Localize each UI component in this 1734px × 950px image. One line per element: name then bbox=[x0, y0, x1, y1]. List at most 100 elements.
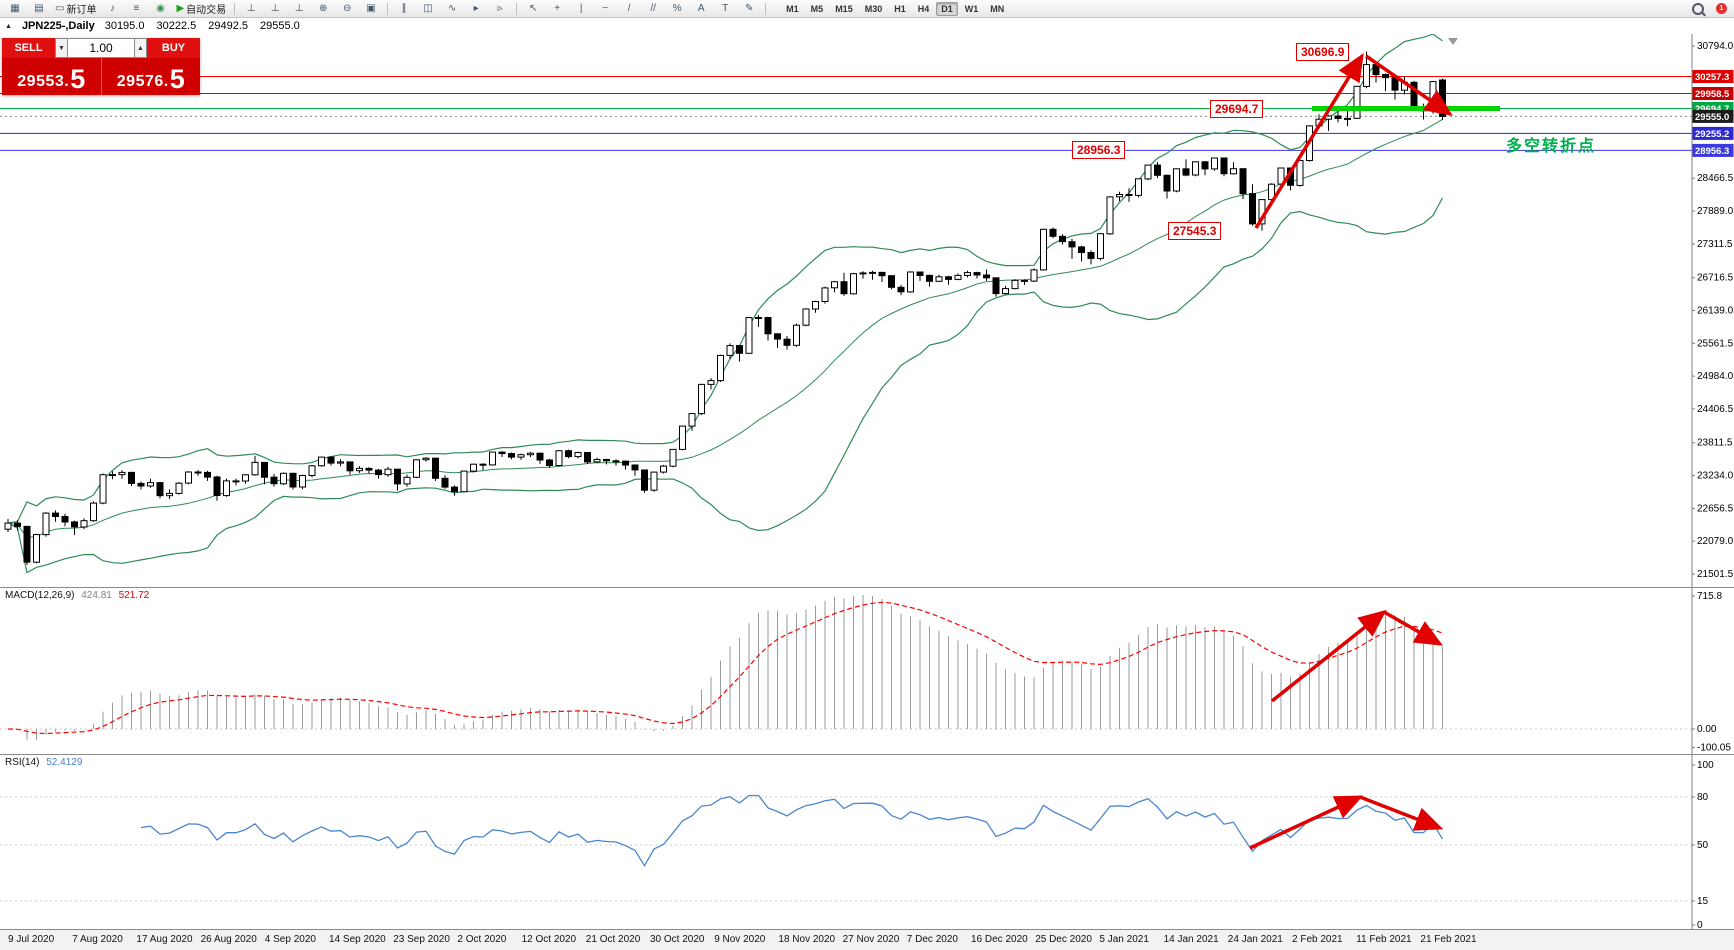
time-axis-label: 23 Sep 2020 bbox=[393, 934, 450, 945]
time-axis-label: 9 Jul 2020 bbox=[8, 934, 55, 945]
trend-arrow[interactable] bbox=[1254, 53, 1364, 229]
volume-input[interactable] bbox=[68, 38, 134, 58]
fibonacci-tool-button[interactable]: % bbox=[666, 0, 688, 17]
time-axis-label: 2 Feb 2021 bbox=[1292, 934, 1343, 945]
macd-canvas[interactable]: 715.8 0.00 -100.05 bbox=[0, 588, 1734, 754]
timeframe-d1-button[interactable]: D1 bbox=[936, 1, 958, 16]
market-watch-icon: ≡ bbox=[133, 2, 140, 14]
candlestick-mode-button[interactable]: ◫ bbox=[417, 0, 439, 17]
toolbar-items: ▦ ▤ ▭ 新订单 ♪ ≡ ◉ ▶ 自动交易 ⊥ ⊥ ⊥ ⊕ ⊖ ▣ ∥ ◫ ∿ ▸ ▹ ↖ + | − ///% A T ✎ bbox=[3, 0, 770, 17]
rsi-panel[interactable]: RSI(14) 52.4129 100 80 50 15 0 bbox=[0, 754, 1734, 929]
auto-scroll-button[interactable]: ▸ bbox=[465, 0, 487, 17]
timeframe-h1-button[interactable]: H1 bbox=[894, 3, 906, 14]
tile-windows-button[interactable]: ▣ bbox=[360, 0, 382, 17]
time-axis-label: 21 Feb 2021 bbox=[1420, 934, 1477, 945]
news-icon: ◉ bbox=[156, 2, 165, 14]
zoom-out-button[interactable]: ⊖ bbox=[336, 0, 358, 17]
price-annotation-box[interactable]: 30696.9 bbox=[1296, 43, 1350, 61]
macd-trend-arrow[interactable] bbox=[1383, 610, 1444, 646]
text-tool-button[interactable]: A bbox=[690, 0, 712, 17]
rsi-trend-arrow[interactable] bbox=[1359, 795, 1444, 831]
autotrading-button[interactable]: ▶ 自动交易 bbox=[173, 0, 229, 17]
vertical-line-tool-button[interactable]: | bbox=[570, 0, 592, 17]
buy-button[interactable]: BUY bbox=[147, 38, 200, 58]
timeframe-bar: M1 M5 M15 M30 H1 H4 D1 W1 MN bbox=[780, 1, 1010, 16]
timeframe-m30-button[interactable]: M30 bbox=[864, 3, 883, 14]
macd-trend-arrow[interactable] bbox=[1270, 609, 1387, 703]
time-axis[interactable]: 9 Jul 2020 7 Aug 2020 17 Aug 2020 26 Aug 20… bbox=[0, 929, 1734, 950]
cursor-tool-icon: ↖ bbox=[528, 2, 538, 14]
candles-layer[interactable] bbox=[4, 51, 1446, 566]
arrows-tool-button[interactable]: ✎ bbox=[738, 0, 760, 17]
new-order-button[interactable]: ▭ 新订单 bbox=[52, 0, 99, 17]
price-annotation-box[interactable]: 28956.3 bbox=[1072, 141, 1126, 159]
price-annotation-box[interactable]: 27545.3 bbox=[1168, 222, 1222, 240]
search-button[interactable] bbox=[1687, 0, 1709, 17]
timeframe-w1-button[interactable]: W1 bbox=[964, 3, 979, 14]
time-axis-label: 16 Dec 2020 bbox=[971, 934, 1028, 945]
zoom-in-button[interactable]: ⊕ bbox=[312, 0, 334, 17]
crosshair-tool-button[interactable]: + bbox=[546, 0, 568, 17]
bid-price[interactable]: 29553. 5 bbox=[2, 58, 102, 95]
market-watch-button[interactable]: ≡ bbox=[125, 0, 147, 17]
timeframe-m5-button[interactable]: M5 bbox=[810, 3, 824, 14]
profiles-button[interactable]: ▤ bbox=[28, 0, 50, 17]
price-axis-label: 23811.5 bbox=[1697, 438, 1733, 449]
bid-price-big-digit: 5 bbox=[70, 64, 86, 95]
indicator-list-icon: ⊥ bbox=[246, 2, 256, 14]
collapse-triangle-icon[interactable]: ▲ bbox=[5, 22, 12, 30]
macd-axis-label: 0.00 bbox=[1697, 724, 1717, 735]
volume-up-spinner[interactable]: ▲ bbox=[134, 38, 147, 58]
profiles-icon: ▤ bbox=[34, 2, 44, 14]
rsi-trend-arrow[interactable] bbox=[1249, 795, 1364, 850]
toolbar-separator bbox=[234, 2, 236, 15]
timeframe-m1-button[interactable]: M1 bbox=[786, 3, 799, 14]
sell-button[interactable]: SELL bbox=[2, 38, 55, 58]
timeframe-mn-button[interactable]: MN bbox=[990, 3, 1005, 14]
chart-shift-marker[interactable] bbox=[1448, 38, 1458, 45]
notifications-badge[interactable]: 1 bbox=[1716, 3, 1727, 14]
price-axis-label: 26139.0 bbox=[1697, 306, 1734, 317]
sound-alerts-button[interactable]: ♪ bbox=[101, 0, 123, 17]
macd-axis-label: 715.8 bbox=[1697, 591, 1722, 602]
trend-arrow[interactable] bbox=[1365, 54, 1453, 116]
horizontal-line-tool-button[interactable]: − bbox=[594, 0, 616, 17]
ask-price[interactable]: 29576. 5 bbox=[102, 58, 201, 95]
timeframe-m15-button[interactable]: M15 bbox=[835, 3, 853, 14]
one-click-trade-panel: SELL ▼ ▲ BUY 29553. 5 29576. 5 bbox=[2, 38, 200, 95]
bar-chart-mode-icon: ∥ bbox=[401, 2, 407, 14]
main-chart-panel[interactable]: 30794.0 28466.5 27889.0 27311.5 26716.5 26139… bbox=[0, 34, 1734, 587]
line-chart-mode-button[interactable]: ∿ bbox=[441, 0, 463, 17]
zoom-in-icon: ⊕ bbox=[318, 2, 328, 14]
time-axis-label: 24 Jan 2021 bbox=[1227, 934, 1283, 945]
volume-down-spinner[interactable]: ▼ bbox=[55, 38, 68, 58]
main-chart-canvas[interactable]: 30794.0 28466.5 27889.0 27311.5 26716.5 26139… bbox=[0, 34, 1734, 587]
time-axis-label: 9 Nov 2020 bbox=[714, 934, 766, 945]
time-axis-label: 14 Jan 2021 bbox=[1163, 934, 1219, 945]
rsi-canvas[interactable]: 100 80 50 15 0 bbox=[0, 755, 1734, 929]
period-zoom-button[interactable]: ⊥ bbox=[288, 0, 310, 17]
bar-chart-mode-button[interactable]: ∥ bbox=[393, 0, 415, 17]
timeframe-h4-button[interactable]: H4 bbox=[917, 3, 930, 14]
charts-grid-button[interactable]: ▦ bbox=[4, 0, 26, 17]
chart-shift-button[interactable]: ▹ bbox=[489, 0, 511, 17]
channel-tool-button[interactable]: // bbox=[642, 0, 664, 17]
time-axis-label: 4 Sep 2020 bbox=[264, 934, 316, 945]
news-button[interactable]: ◉ bbox=[149, 0, 171, 17]
label-tool-button[interactable]: T bbox=[714, 0, 736, 17]
ask-price-big-digit: 5 bbox=[169, 64, 185, 95]
price-axis-label: 28466.5 bbox=[1697, 173, 1734, 184]
turning-point-label[interactable]: 多空转折点 bbox=[1506, 138, 1597, 155]
cursor-tool-button[interactable]: ↖ bbox=[522, 0, 544, 17]
trendline-tool-button[interactable]: / bbox=[618, 0, 640, 17]
price-tag-text: 29694.7 bbox=[1695, 104, 1729, 115]
macd-panel[interactable]: MACD(12,26,9) 424.81 521.72 715.8 0.00 -10… bbox=[0, 587, 1734, 754]
macd-axis-label: -100.05 bbox=[1697, 743, 1731, 754]
indicator-list-button[interactable]: ⊥ bbox=[240, 0, 262, 17]
objects-list-button[interactable]: ⊥ bbox=[264, 0, 286, 17]
sound-alerts-icon: ♪ bbox=[109, 2, 115, 14]
bid-price-main: 29553. bbox=[17, 73, 70, 90]
price-axis-label: 21501.5 bbox=[1697, 569, 1734, 580]
price-annotation-box[interactable]: 29694.7 bbox=[1210, 100, 1264, 118]
